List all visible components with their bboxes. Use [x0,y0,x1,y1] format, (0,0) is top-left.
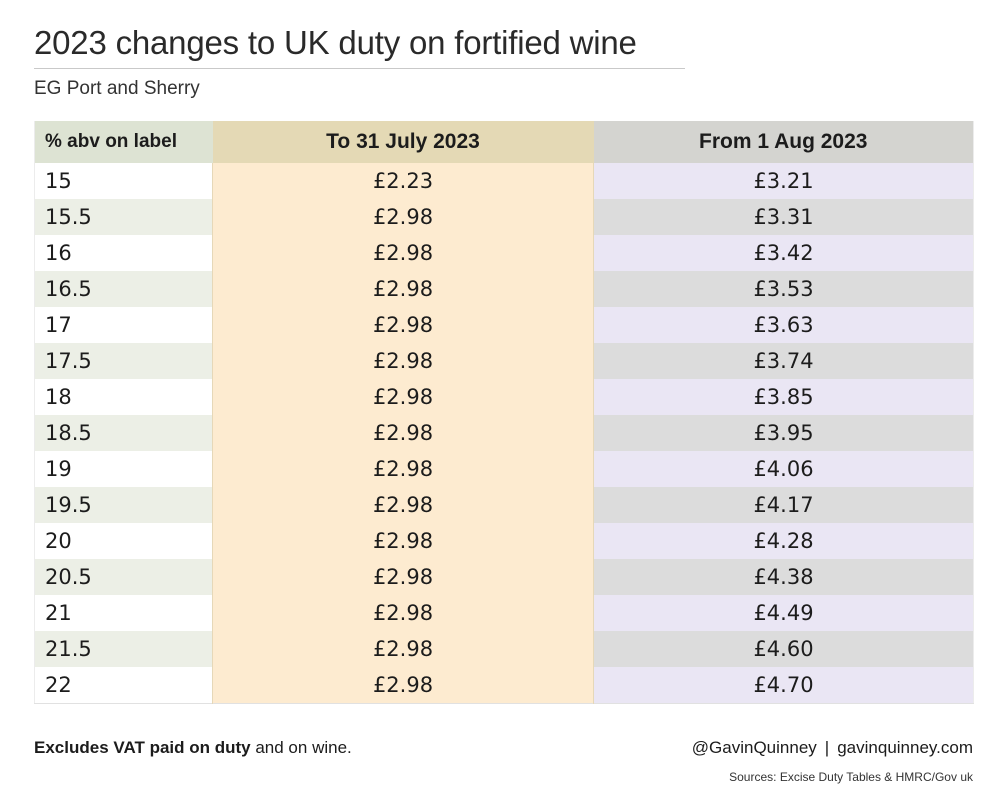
table-body: 15 £2.23 £3.21 15.5 £2.98 £3.31 16 £2.98 £3.42 16… [34,163,974,704]
twitter-handle: @GavinQuinney [691,738,817,757]
duty-after-cell: £3.42 [593,235,974,271]
abv-cell: 17 [34,307,213,343]
table-row: 20 £2.98 £4.28 [34,523,974,559]
credit-separator: | [824,738,830,757]
duty-after-cell: £3.53 [593,271,974,307]
duty-before-cell: £2.98 [212,487,594,523]
duty-before-cell: £2.98 [212,523,594,559]
duty-before-cell: £2.98 [212,595,594,631]
abv-cell: 18.5 [34,415,213,451]
duty-before-cell: £2.98 [212,415,594,451]
table-row: 19.5 £2.98 £4.17 [34,487,974,523]
duty-before-cell: £2.98 [212,343,594,379]
duty-before-cell: £2.98 [212,271,594,307]
sources-note: Sources: Excise Duty Tables & HMRC/Gov u… [729,770,973,784]
column-header-abv: % abv on label [34,121,213,163]
duty-after-cell: £3.31 [593,199,974,235]
duty-after-cell: £4.28 [593,523,974,559]
duty-before-cell: £2.23 [212,163,594,199]
duty-after-cell: £3.21 [593,163,974,199]
duty-after-cell: £3.63 [593,307,974,343]
duty-after-cell: £4.06 [593,451,974,487]
abv-cell: 21.5 [34,631,213,667]
duty-before-cell: £2.98 [212,559,594,595]
table-row: 15 £2.23 £3.21 [34,163,974,199]
footnote-bold: Excludes VAT paid on duty [34,738,251,757]
table-row: 19 £2.98 £4.06 [34,451,974,487]
duty-before-cell: £2.98 [212,667,594,704]
column-header-after: From 1 Aug 2023 [593,121,974,163]
duty-before-cell: £2.98 [212,199,594,235]
duty-after-cell: £4.70 [593,667,974,704]
footnote-rest: and on wine. [250,738,352,757]
table-row: 21.5 £2.98 £4.60 [34,631,974,667]
duty-before-cell: £2.98 [212,235,594,271]
abv-cell: 15.5 [34,199,213,235]
table-row: 21 £2.98 £4.49 [34,595,974,631]
duty-before-cell: £2.98 [212,307,594,343]
table-row: 15.5 £2.98 £3.31 [34,199,974,235]
column-header-before: To 31 July 2023 [212,121,594,163]
credit-line: @GavinQuinney | gavinquinney.com [692,738,973,758]
table-row: 16 £2.98 £3.42 [34,235,974,271]
abv-cell: 17.5 [34,343,213,379]
duty-before-cell: £2.98 [212,451,594,487]
duty-after-cell: £3.74 [593,343,974,379]
duty-before-cell: £2.98 [212,379,594,415]
abv-cell: 21 [34,595,213,631]
abv-cell: 16 [34,235,213,271]
table-row: 20.5 £2.98 £4.38 [34,559,974,595]
abv-cell: 19.5 [34,487,213,523]
page-subtitle: EG Port and Sherry [34,78,200,99]
duty-after-cell: £3.85 [593,379,974,415]
duty-after-cell: £4.49 [593,595,974,631]
duty-after-cell: £3.95 [593,415,974,451]
table-row: 18 £2.98 £3.85 [34,379,974,415]
table-header-row: % abv on label To 31 July 2023 From 1 Au… [34,121,974,163]
duty-after-cell: £4.17 [593,487,974,523]
duty-after-cell: £4.60 [593,631,974,667]
title-divider [34,68,685,69]
page-title: 2023 changes to UK duty on fortified win… [34,24,637,61]
duty-after-cell: £4.38 [593,559,974,595]
abv-cell: 19 [34,451,213,487]
table-row: 16.5 £2.98 £3.53 [34,271,974,307]
table-row: 22 £2.98 £4.70 [34,667,974,704]
abv-cell: 18 [34,379,213,415]
table-row: 18.5 £2.98 £3.95 [34,415,974,451]
table-row: 17.5 £2.98 £3.74 [34,343,974,379]
duty-before-cell: £2.98 [212,631,594,667]
abv-cell: 16.5 [34,271,213,307]
table-row: 17 £2.98 £3.63 [34,307,974,343]
footnote: Excludes VAT paid on duty and on wine. [34,738,352,758]
abv-cell: 20.5 [34,559,213,595]
abv-cell: 20 [34,523,213,559]
abv-cell: 22 [34,667,213,704]
abv-cell: 15 [34,163,213,199]
duty-table: % abv on label To 31 July 2023 From 1 Au… [34,121,974,704]
website-link: gavinquinney.com [837,738,973,757]
